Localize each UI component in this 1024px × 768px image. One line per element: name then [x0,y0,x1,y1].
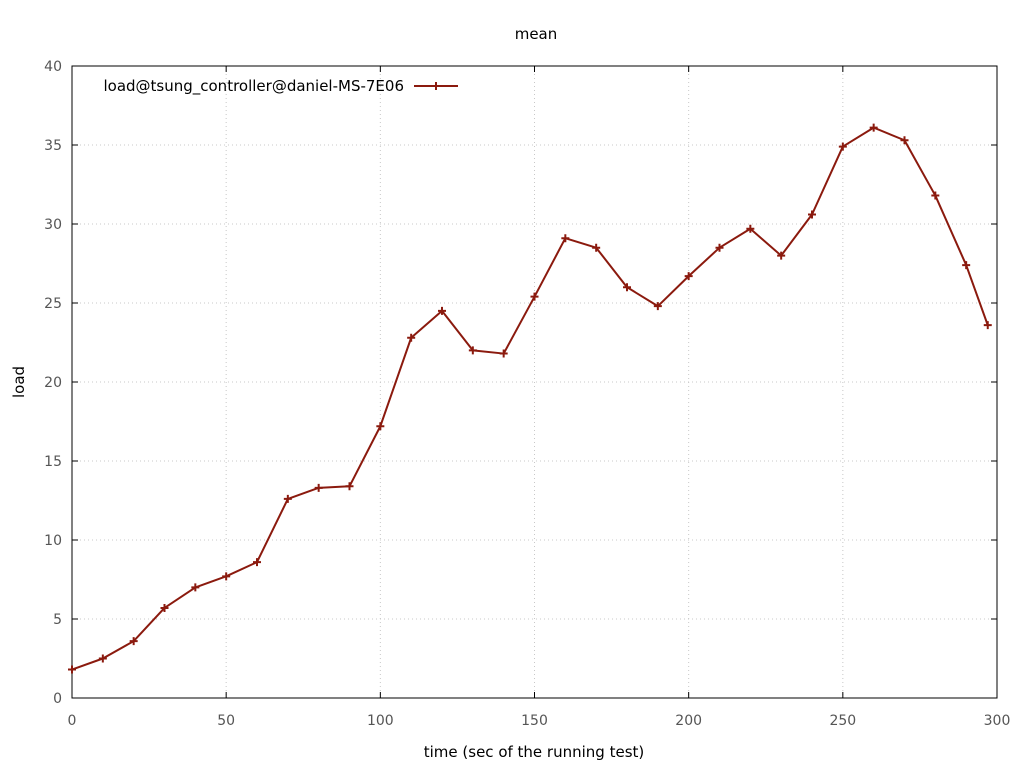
data-point-marker [777,251,786,260]
data-point-marker [499,349,508,358]
y-tick-label: 5 [53,612,62,628]
data-point-marker [98,654,107,663]
data-point-marker [530,292,539,301]
series-line [71,126,989,671]
x-tick-label: 150 [521,713,548,729]
y-axis-title: load [10,366,28,398]
data-point-marker [191,583,200,592]
x-tick-label: 0 [68,713,77,729]
data-point-marker [746,224,755,233]
data-point-marker [314,483,323,492]
data-point-marker [468,346,477,355]
data-point-marker [931,191,940,200]
data-point-marker [68,665,76,674]
y-tick-label: 10 [44,533,62,549]
data-point-marker [283,494,292,503]
legend: load@tsung_controller@daniel-MS-7E06 [103,77,458,96]
y-tick-label: 40 [44,59,62,75]
data-point-marker [376,422,385,431]
data-point-marker [129,637,138,646]
x-axis-title: time (sec of the running test) [424,743,645,761]
data-point-marker [838,142,847,151]
x-tick-label: 50 [217,713,235,729]
series-group [68,123,992,674]
data-point-marker [407,333,416,342]
x-tick-label: 300 [984,713,1011,729]
data-point-marker [253,558,261,567]
data-point-marker [983,321,992,330]
x-tick-label: 200 [675,713,702,729]
data-point-marker [623,283,631,292]
data-point-marker [962,261,971,270]
data-point-marker [808,210,816,219]
data-point-marker [438,306,446,315]
data-point-marker [653,302,662,311]
data-point-marker [869,123,878,132]
y-tick-label: 20 [44,375,62,391]
x-tick-label: 250 [829,713,856,729]
y-axis-ticks: 0 5 10 15 20 25 30 35 40 [44,59,997,707]
legend-marker [432,82,440,90]
data-point-marker [561,234,570,243]
data-point-marker [160,603,169,612]
y-tick-label: 25 [44,296,62,312]
data-point-marker [222,572,231,581]
y-tick-label: 35 [44,138,62,154]
data-point-marker [345,482,354,491]
legend-label: load@tsung_controller@daniel-MS-7E06 [103,77,404,96]
grid [72,66,997,698]
data-point-marker [715,243,724,252]
data-point-marker [684,272,693,281]
y-tick-label: 30 [44,217,62,233]
chart-title: mean [515,25,558,43]
data-point-marker [900,136,909,145]
y-tick-label: 15 [44,454,62,470]
y-tick-label: 0 [53,691,62,707]
x-tick-label: 100 [367,713,394,729]
data-point-marker [592,243,601,252]
x-axis-ticks: 0 50 100 150 200 250 300 [68,66,1011,729]
